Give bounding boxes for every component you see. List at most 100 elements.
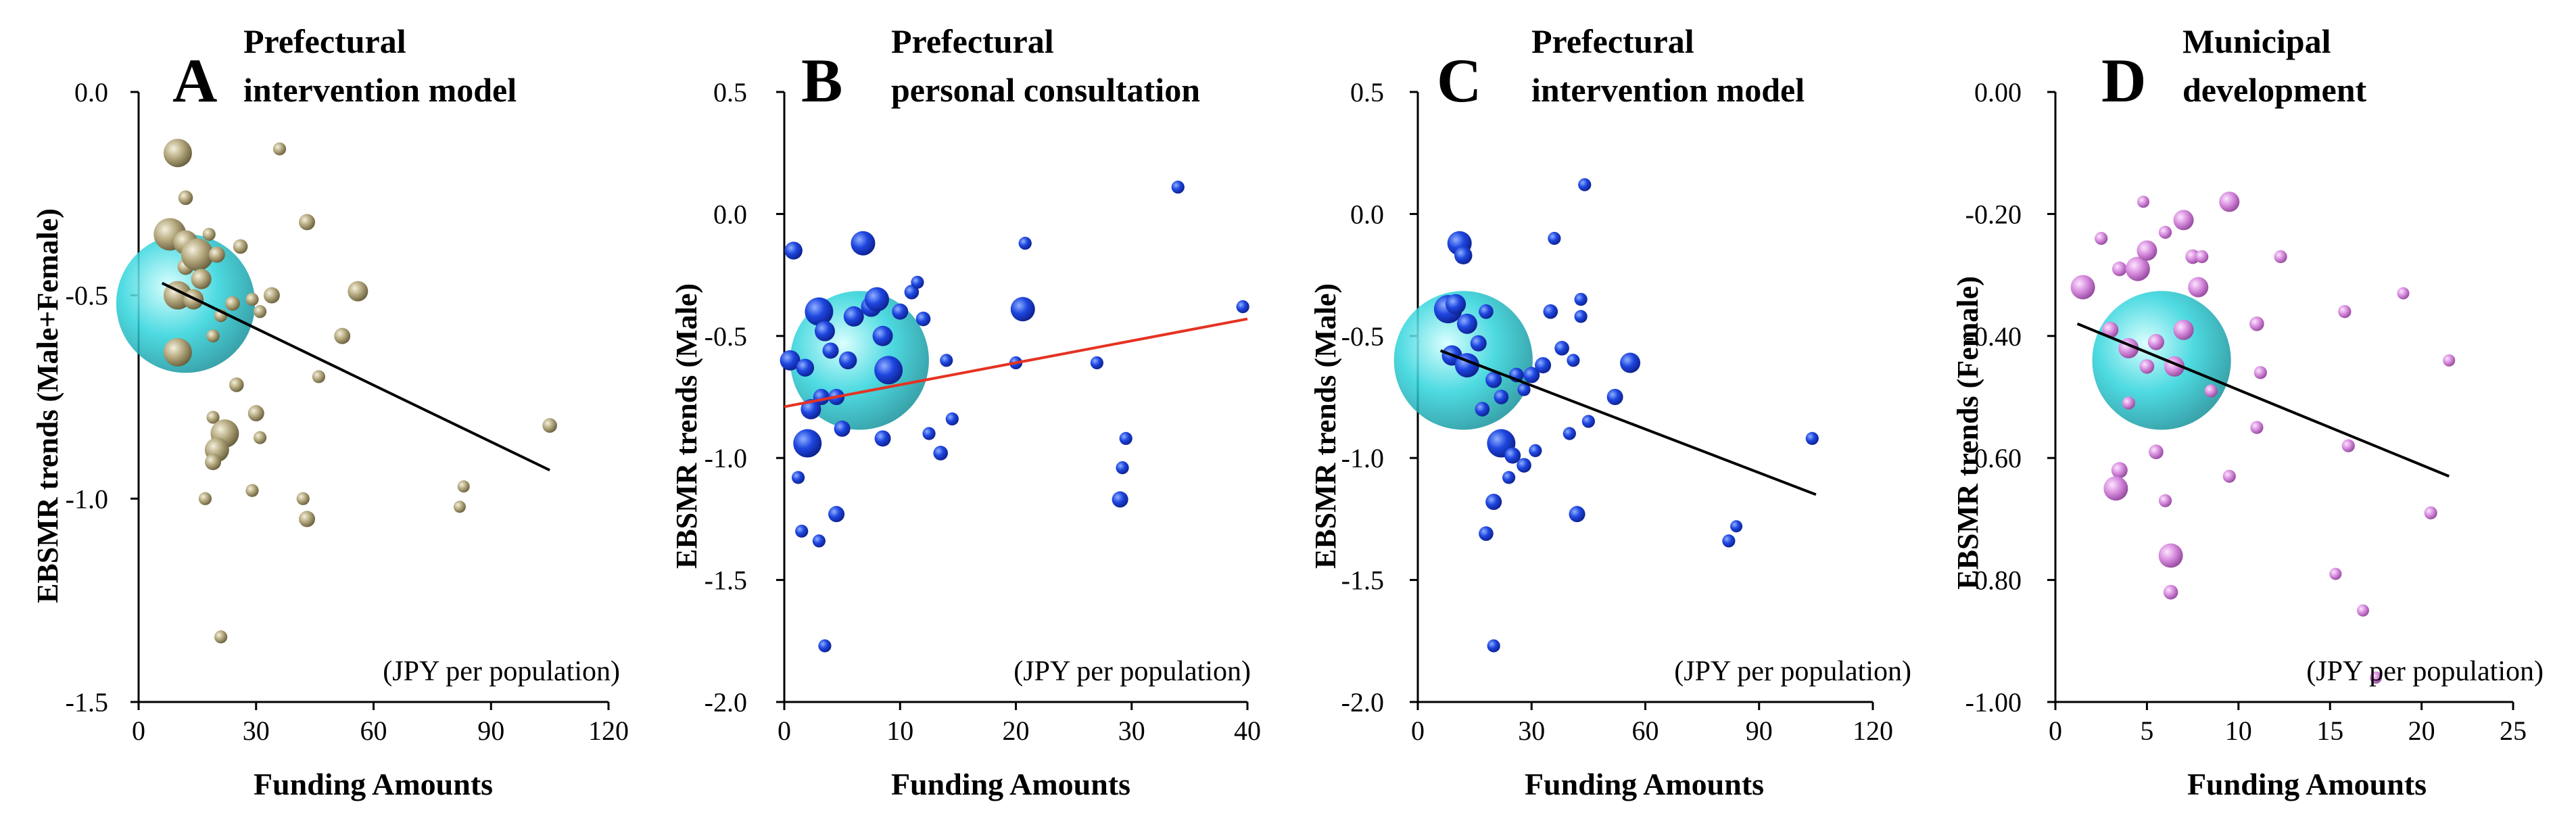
panel-d-title-line2: development <box>2183 71 2367 109</box>
panel-d-data-point <box>2173 210 2194 231</box>
panel-b-data-point <box>1116 461 1129 475</box>
panel-c-data-point <box>1543 304 1558 319</box>
panel-b-data-point <box>911 275 924 289</box>
panel-a-data-point <box>225 296 240 311</box>
panel-b-y-tick-label: 0.5 <box>713 77 747 108</box>
panel-d-data-point <box>2103 476 2128 501</box>
panel-d-x-tick-label: 10 <box>2225 716 2252 746</box>
panel-c-data-point <box>1456 313 1477 334</box>
panel-d-data-point <box>2112 261 2127 277</box>
panel-b-y-tick-label: 0.0 <box>713 199 747 229</box>
panel-d-x-tick-label: 25 <box>2500 716 2527 746</box>
panel-c-data-point <box>1581 415 1595 428</box>
panel-a-x-tick-label: 120 <box>588 716 629 746</box>
panel-d-data-point <box>2397 287 2410 300</box>
panel-b-data-point <box>945 412 959 426</box>
panel-a-title-line1: Prefectural <box>243 22 406 60</box>
panel-c-data-point <box>1620 352 1641 373</box>
panel-d-data-point <box>2139 359 2155 374</box>
panel-b-x-tick-label: 20 <box>1003 716 1030 746</box>
panel-d-data-point <box>2369 671 2382 684</box>
panel-b-data-point <box>915 311 931 327</box>
panel-b-trend-line <box>784 317 1248 408</box>
panel-a-data-point <box>247 405 264 422</box>
panel-b-letter: B <box>801 46 842 115</box>
panel-a-x-tick-label: 30 <box>243 716 270 746</box>
panel-d-data-point <box>2274 250 2287 264</box>
panel-a-data-point <box>312 370 326 383</box>
panel-a-data-point <box>253 431 267 444</box>
panel-b-data-point <box>940 354 953 367</box>
panel-d-letter: D <box>2101 46 2146 115</box>
panel-d-data-point <box>2341 439 2355 452</box>
panel-a-y-axis-label: EBSMR trends (Male+Female) <box>31 208 64 603</box>
panel-b-plot: 0 10 20 30 40 -2.0 -1.5 -1.0 -0.5 0.0 0.5 <box>705 77 1261 746</box>
panel-d-y-tick-label: -0.40 <box>1965 321 2022 352</box>
panel-c-title-line1: Prefectural <box>1531 22 1694 60</box>
panel-d-plot: 0 5 10 15 20 25 -1.00 -0.80 -0.60 -0.40 -0.20 0.00 <box>1965 77 2527 746</box>
panel-d-data-point <box>2158 543 2183 568</box>
panel-d-data-point <box>2249 316 2264 331</box>
panel-b-data-point <box>801 399 821 420</box>
panel-a-data-point <box>299 511 316 527</box>
panel-a-data-point <box>253 305 267 319</box>
panel-d-data-point <box>2329 567 2342 580</box>
panel-a-data-point <box>229 377 244 392</box>
panel-b-data-point <box>1018 237 1032 250</box>
panel-b-data-point <box>1090 356 1103 370</box>
panel-d-y-tick-label: -0.80 <box>1965 565 2022 596</box>
panel-c-y-axis-label: EBSMR trends (Male) <box>1309 283 1342 569</box>
panel-d-data-point <box>2204 384 2218 398</box>
panel-d-data-point <box>2102 321 2119 338</box>
panel-d-data-point <box>2253 366 2267 379</box>
panel-a-data-point <box>542 418 557 433</box>
panel-b-data-point <box>795 524 809 538</box>
panel-a-data-point <box>178 190 193 206</box>
panel-d-data-point <box>2338 305 2352 319</box>
panel-c-data-point <box>1574 310 1588 323</box>
panel-c: C Prefectural intervention model 0 30 60 90… <box>1309 22 1911 801</box>
panel-c-data-point <box>1606 389 1623 405</box>
panel-a-data-point <box>202 227 216 241</box>
panel-a-letter: A <box>172 46 217 115</box>
panel-d-data-point <box>2149 444 2164 459</box>
panel-c-data-point <box>1535 357 1552 374</box>
panel-d-x-tick-label: 20 <box>2408 716 2435 746</box>
panel-b-y-tick-label: -0.5 <box>705 321 747 352</box>
panel-d: D Municipal development 0 5 10 15 20 25 -1.00 -… <box>1951 22 2544 801</box>
panel-c-data-point <box>1487 639 1500 653</box>
panel-b-title-line1: Prefectural <box>891 22 1054 60</box>
panel-a-y-tick-label: -0.5 <box>66 281 108 311</box>
panel-d-data-point <box>2137 240 2157 261</box>
panel-b-data-point <box>1236 300 1249 314</box>
panel-b-data-point <box>791 471 805 484</box>
panel-b-data-point <box>922 427 936 440</box>
panel-c-data-point <box>1569 506 1585 523</box>
panel-a-data-point <box>299 214 316 231</box>
panel-c-title-line2: intervention model <box>1531 71 1805 109</box>
panel-a-data-point <box>457 480 470 493</box>
panel-a-data-point <box>334 327 351 344</box>
panel-b-data-point <box>933 446 948 461</box>
panel-d-data-point <box>2185 249 2200 264</box>
panel-b-data-point <box>796 358 815 377</box>
panel-a-data-point <box>163 139 192 168</box>
panel-b-data-point <box>818 639 832 653</box>
panel-b-x-tick-label: 40 <box>1234 716 1261 746</box>
panel-a-title-line2: intervention model <box>243 71 517 109</box>
panel-c-unit-note: (JPY per population) <box>1674 656 1911 687</box>
panel-c-y-tick-label: -0.5 <box>1341 321 1384 352</box>
panel-a-data-point <box>348 281 368 302</box>
panel-a-data-point <box>206 410 220 424</box>
panel-c-data-point <box>1494 390 1509 404</box>
panel-c-data-point <box>1523 367 1540 383</box>
panel-b-data-point <box>834 420 851 437</box>
panel-c-data-point <box>1475 402 1490 417</box>
panel-a-trend-line <box>161 281 550 472</box>
panel-d-data-point <box>2158 225 2172 239</box>
panel-a-data-point <box>208 246 225 263</box>
panel-c-x-tick-label: 0 <box>1411 716 1425 746</box>
panel-a-data-point <box>245 484 259 497</box>
panel-b-x-tick-label: 10 <box>886 716 913 746</box>
